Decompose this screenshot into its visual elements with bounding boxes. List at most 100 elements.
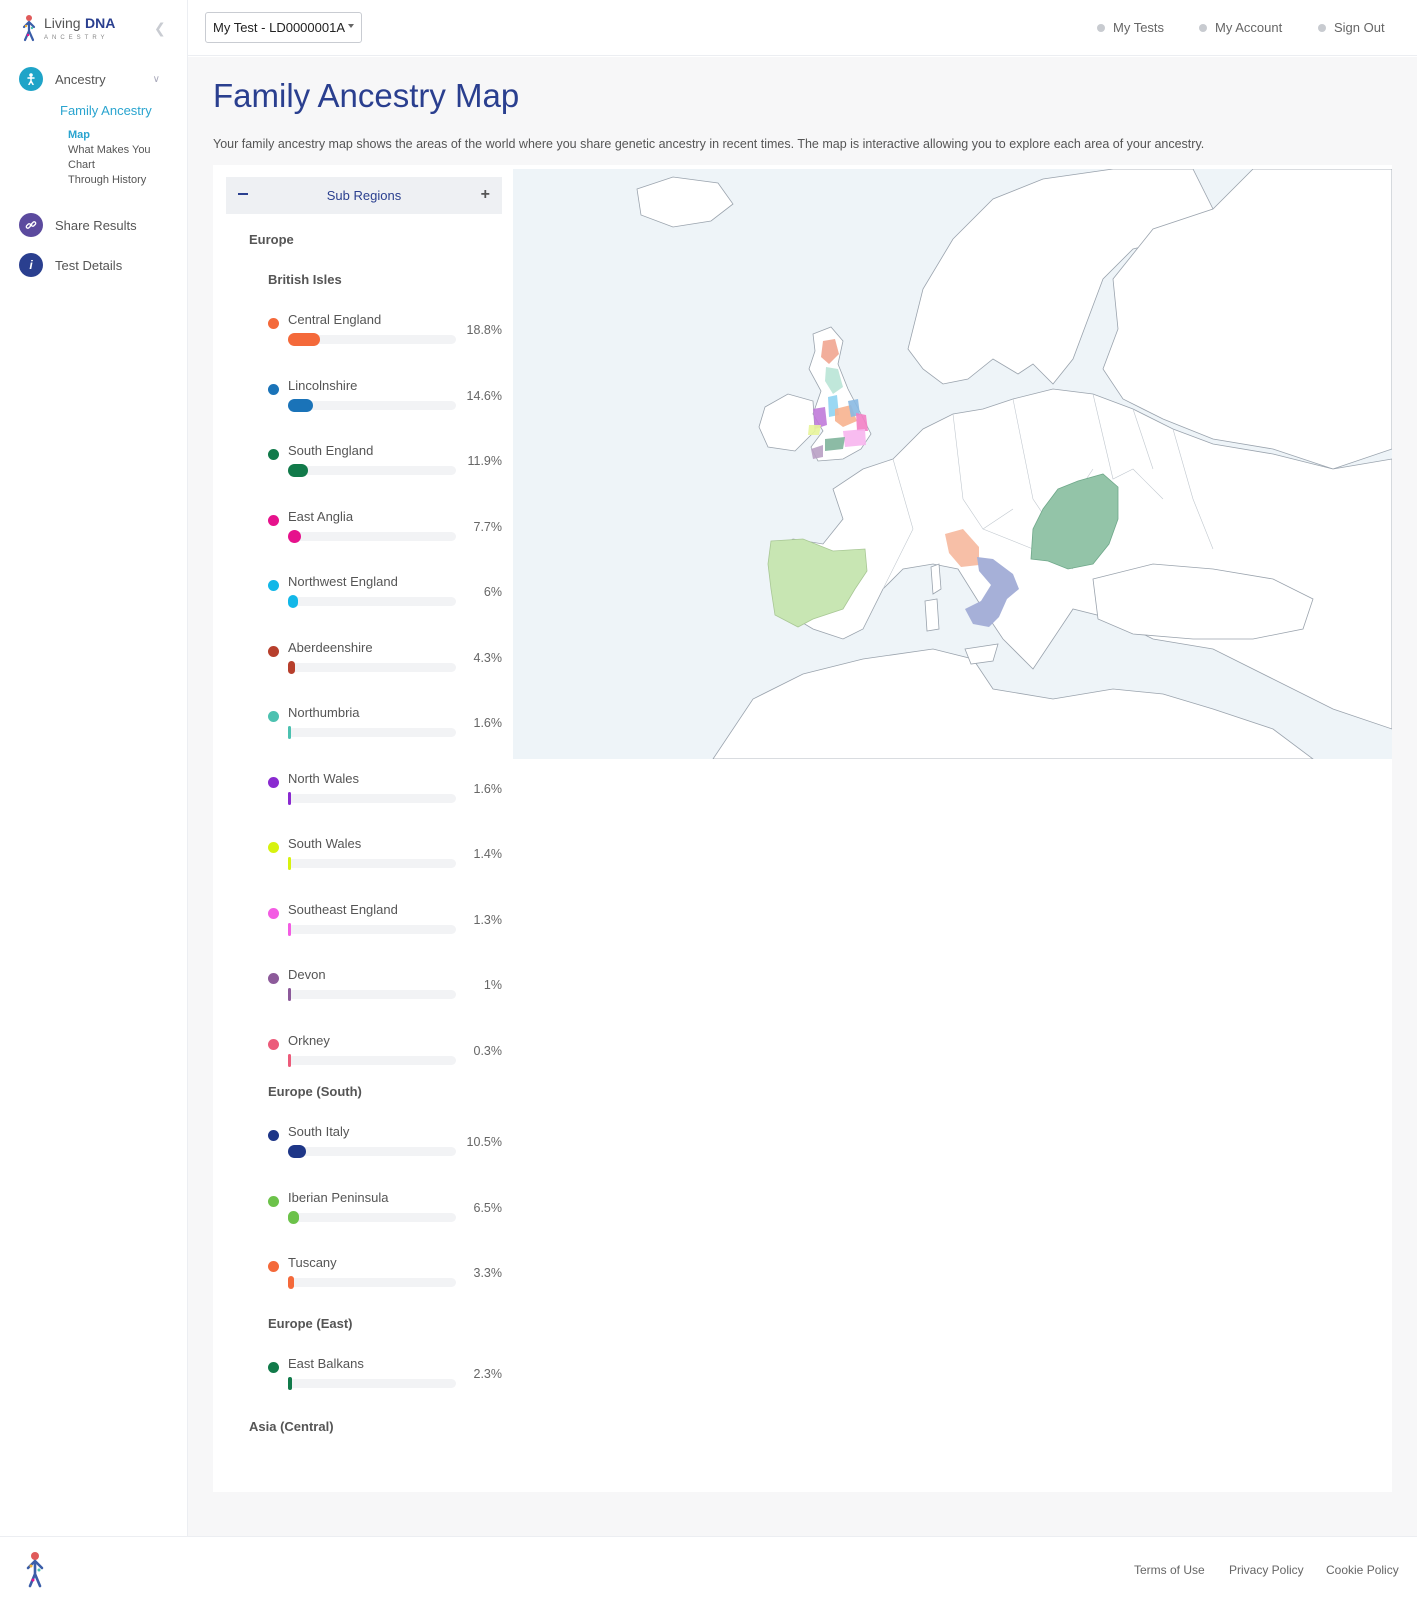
- sidebar-item-what-makes-you[interactable]: What Makes You Chart: [68, 143, 151, 173]
- sub-regions-header[interactable]: Sub Regions +: [226, 177, 502, 214]
- subregion-row[interactable]: Southeast England 1.3%: [268, 902, 502, 942]
- page-description: Your family ancestry map shows the areas…: [213, 137, 1205, 151]
- main-content: Family Ancestry Map Your family ancestry…: [188, 57, 1417, 1536]
- legend-dot-icon: [268, 383, 279, 395]
- percentage-bar: [288, 660, 456, 674]
- nav-sign-out[interactable]: Sign Out: [1318, 20, 1385, 35]
- sidebar: Living DNA ANCESTRY ❮ Ancestry ∨ Family …: [0, 0, 188, 1536]
- footer: Terms of Use Privacy Policy Cookie Polic…: [0, 1536, 1417, 1600]
- expand-plus-icon[interactable]: +: [480, 186, 490, 203]
- sidebar-item-ancestry[interactable]: Ancestry ∨: [0, 66, 188, 92]
- sub-regions-panel: Sub Regions + Europe British Isles Centra…: [226, 177, 502, 1434]
- subregion-group-heading[interactable]: Europe (South): [268, 1084, 362, 1099]
- subregion-name: Devon: [288, 967, 326, 982]
- subregion-row[interactable]: Iberian Peninsula 6.5%: [268, 1190, 502, 1230]
- subregion-percentage: 10.5%: [466, 1135, 502, 1149]
- subregion-percentage: 2.3%: [473, 1367, 503, 1381]
- percentage-bar: [288, 398, 456, 412]
- subregion-row[interactable]: Central England 18.8%: [268, 312, 502, 352]
- footer-privacy-link[interactable]: Privacy Policy: [1229, 1563, 1304, 1577]
- sidebar-item-map[interactable]: Map: [68, 129, 90, 141]
- subregion-row[interactable]: North Wales 1.6%: [268, 771, 502, 811]
- footer-terms-link[interactable]: Terms of Use: [1134, 1563, 1205, 1577]
- percentage-bar-fill: [288, 857, 291, 870]
- test-select-dropdown[interactable]: My Test - LD0000001A: [205, 12, 362, 43]
- subregion-row[interactable]: South Wales 1.4%: [268, 836, 502, 876]
- subregion-name: Aberdeenshire: [288, 639, 373, 655]
- percentage-bar: [288, 464, 456, 477]
- sub-regions-label: Sub Regions: [326, 188, 402, 203]
- subregion-name: Southeast England: [288, 901, 398, 917]
- subregion-percentage: 4.3%: [473, 650, 503, 665]
- subregion-group-heading[interactable]: British Isles: [268, 272, 342, 287]
- subregion-row[interactable]: Northwest England 6%: [268, 574, 502, 614]
- legend-dot-icon: [268, 1362, 279, 1373]
- collapse-sidebar-icon[interactable]: ❮: [154, 20, 166, 36]
- link-icon: [19, 213, 43, 237]
- percentage-bar-fill: [288, 1210, 299, 1224]
- continent-heading[interactable]: Europe: [249, 232, 294, 247]
- subregion-row[interactable]: South Italy 10.5%: [268, 1124, 502, 1164]
- sidebar-item-family-ancestry[interactable]: Family Ancestry: [60, 103, 152, 118]
- sidebar-item-test-details[interactable]: i Test Details: [0, 252, 188, 278]
- dna-figure-icon: [22, 15, 36, 42]
- subregion-name: Northwest England: [288, 574, 398, 589]
- subregion-group-heading[interactable]: Europe (East): [268, 1316, 353, 1331]
- percentage-bar-fill: [288, 988, 291, 1001]
- subregion-percentage: 1.6%: [473, 781, 503, 796]
- subregion-row[interactable]: Tuscany 3.3%: [268, 1255, 502, 1295]
- brand-logo[interactable]: Living DNA ANCESTRY: [20, 12, 115, 44]
- nav-my-tests[interactable]: My Tests: [1097, 20, 1164, 35]
- subregion-row[interactable]: South England 11.9%: [268, 443, 502, 483]
- subregion-row[interactable]: Orkney 0.3%: [268, 1033, 502, 1073]
- percentage-bar: [288, 791, 456, 805]
- subregion-percentage: 1%: [483, 978, 502, 992]
- subregion-row[interactable]: Devon 1%: [268, 967, 502, 1007]
- nav-my-account[interactable]: My Account: [1199, 20, 1282, 35]
- chevron-down-icon[interactable]: ∨: [152, 73, 160, 85]
- info-icon: i: [19, 253, 43, 277]
- what-makes-you-label: What Makes You: [68, 144, 151, 156]
- footer-cookie-link[interactable]: Cookie Policy: [1326, 1563, 1399, 1577]
- subregion-row[interactable]: East Anglia 7.7%: [268, 509, 502, 549]
- subregion-row[interactable]: East Balkans 2.3%: [268, 1356, 502, 1396]
- nav-my-account-label: My Account: [1215, 20, 1283, 35]
- sidebar-item-share-results[interactable]: Share Results: [0, 212, 188, 238]
- legend-dot-icon: [268, 907, 279, 919]
- subregion-percentage: 1.4%: [473, 847, 503, 861]
- subregion-name: Orkney: [288, 1032, 330, 1048]
- percentage-bar-fill: [288, 333, 320, 346]
- subregion-percentage: 3.3%: [473, 1266, 503, 1280]
- sidebar-item-label: Share Results: [55, 217, 137, 233]
- subregion-percentage: 14.6%: [466, 388, 502, 403]
- percentage-bar: [288, 726, 456, 739]
- ancestry-map[interactable]: [513, 169, 1392, 759]
- brand-dna: DNA: [85, 14, 116, 31]
- percentage-bar-fill: [288, 1053, 291, 1067]
- collapse-minus-icon[interactable]: [238, 193, 248, 195]
- legend-dot-icon: [268, 318, 279, 329]
- subregion-name: South England: [288, 443, 374, 458]
- legend-dot-icon: [268, 711, 279, 722]
- sidebar-item-label: Ancestry: [55, 71, 106, 87]
- percentage-bar: [288, 1145, 456, 1158]
- sidebar-item-through-history[interactable]: Through History: [68, 174, 147, 186]
- ancestry-card: Sub Regions + Europe British Isles Centra…: [213, 165, 1392, 1492]
- percentage-bar: [288, 1276, 456, 1289]
- legend-dot-icon: [268, 973, 279, 984]
- test-select-value: My Test - LD0000001A: [213, 20, 345, 35]
- subregion-name: Central England: [288, 312, 382, 327]
- percentage-bar-fill: [288, 1276, 294, 1289]
- subregion-name: Tuscany: [288, 1255, 337, 1270]
- dna-figure-icon[interactable]: [24, 1551, 46, 1589]
- percentage-bar-fill: [288, 529, 301, 543]
- bullet-icon: [1318, 23, 1326, 32]
- percentage-bar-fill: [288, 660, 295, 674]
- subregion-row[interactable]: Aberdeenshire 4.3%: [268, 640, 502, 680]
- legend-dot-icon: [268, 1261, 279, 1272]
- percentage-bar-fill: [288, 464, 308, 477]
- subregion-row[interactable]: Lincolnshire 14.6%: [268, 378, 502, 418]
- subregion-row[interactable]: Northumbria 1.6%: [268, 705, 502, 745]
- percentage-bar-fill: [288, 791, 291, 805]
- continent-heading[interactable]: Asia (Central): [249, 1419, 334, 1434]
